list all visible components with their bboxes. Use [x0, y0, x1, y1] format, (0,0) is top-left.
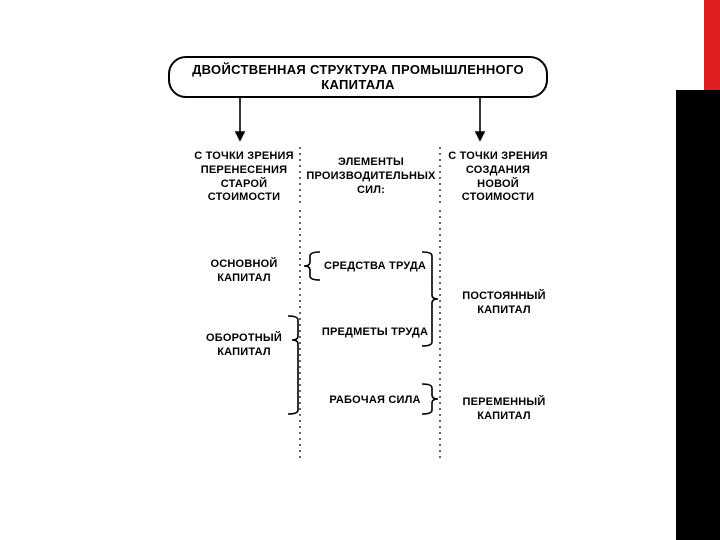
label-center-mid1: СРЕДСТВА ТРУДА	[320, 260, 430, 274]
label-center-heading: ЭЛЕМЕНТЫ ПРОИЗВОДИТЕЛЬНЫХ СИЛ:	[306, 156, 436, 197]
label-right-mid1: ПОСТОЯННЫЙ КАПИТАЛ	[452, 290, 556, 318]
label-left-mid2: ОБОРОТНЫЙ КАПИТАЛ	[198, 332, 290, 360]
accent-black-bar	[676, 90, 720, 540]
title-text: ДВОЙСТВЕННАЯ СТРУКТУРА ПРОМЫШЛЕННОГО КАП…	[170, 62, 546, 92]
accent-red-bar	[704, 0, 720, 90]
slide: ДВОЙСТВЕННАЯ СТРУКТУРА ПРОМЫШЛЕННОГО КАП…	[0, 0, 720, 540]
label-right-heading: С ТОЧКИ ЗРЕНИЯ СОЗДАНИЯ НОВОЙ СТОИМОСТИ	[444, 150, 552, 205]
label-right-mid2: ПЕРЕМЕННЫЙ КАПИТАЛ	[452, 396, 556, 424]
label-left-mid1: ОСНОВНОЙ КАПИТАЛ	[198, 258, 290, 286]
label-left-heading: С ТОЧКИ ЗРЕНИЯ ПЕРЕНЕСЕНИЯ СТАРОЙ СТОИМО…	[190, 150, 298, 205]
title-box: ДВОЙСТВЕННАЯ СТРУКТУРА ПРОМЫШЛЕННОГО КАП…	[168, 56, 548, 98]
label-center-mid2: ПРЕДМЕТЫ ТРУДА	[320, 326, 430, 340]
label-center-mid3: РАБОЧАЯ СИЛА	[320, 394, 430, 408]
